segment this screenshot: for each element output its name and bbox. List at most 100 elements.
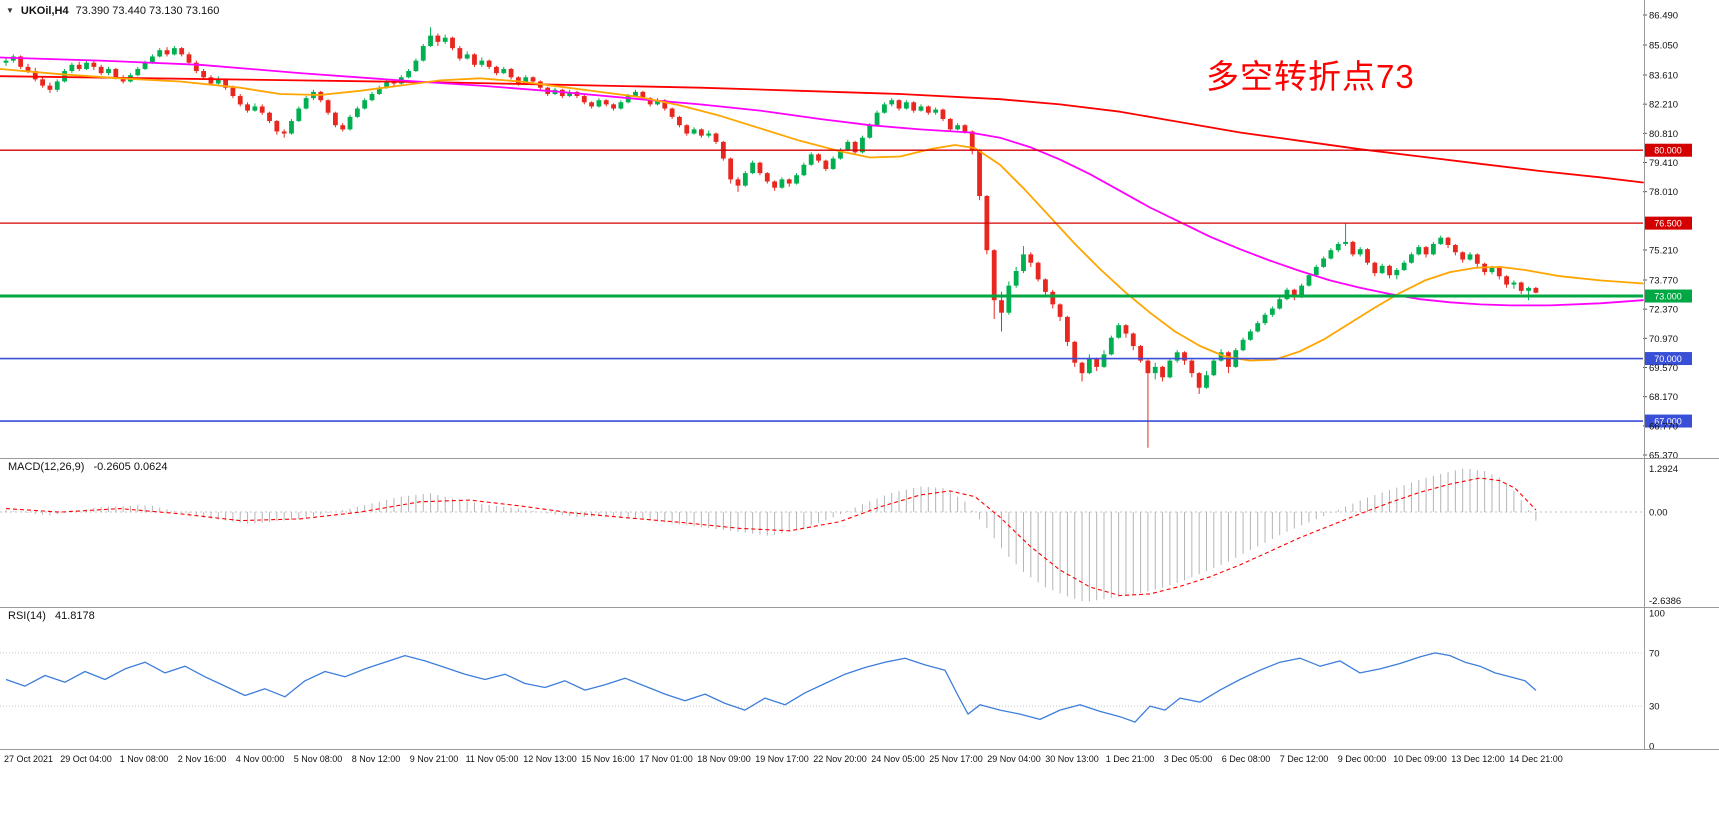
candle-body [501, 68, 507, 74]
time-tick-label: 10 Dec 09:00 [1393, 754, 1447, 764]
candle-body [1394, 270, 1400, 276]
price-tick-label: 86.490 [1649, 11, 1678, 22]
candle-body [1028, 254, 1034, 263]
candle-body [486, 60, 492, 67]
rsi-indicator-label: RSI(14) 41.8178 [8, 610, 101, 622]
candle-body [611, 104, 616, 109]
time-tick-label: 19 Nov 17:00 [755, 754, 809, 764]
candle-body [32, 71, 38, 80]
macd-current-values: -0.2605 0.0624 [93, 461, 168, 473]
candle-body [1416, 247, 1422, 255]
candlesticks-series[interactable] [3, 27, 1539, 448]
candle-body [1013, 271, 1019, 286]
price-tag [1645, 216, 1692, 230]
price-tag [1645, 289, 1692, 303]
macd-panel[interactable]: 1.2924 0.00 -2.6386 [0, 464, 1681, 607]
candle-body [1387, 265, 1392, 276]
candle-body [816, 154, 821, 161]
candle-body [1343, 241, 1348, 244]
panel-borders [0, 0, 1719, 750]
price-tag-label: 73.000 [1654, 292, 1682, 302]
candle-body [516, 77, 521, 84]
candle-body [852, 141, 858, 153]
rsi-scale-label: 70 [1649, 648, 1660, 659]
candle-body [1065, 316, 1070, 342]
candle-body [1284, 289, 1290, 300]
time-tick-label: 15 Nov 16:00 [581, 754, 635, 764]
candle-body [91, 62, 97, 67]
symbol-marker-icon[interactable]: ▼ [6, 5, 14, 15]
time-axis[interactable]: 27 Oct 2021 29 Oct 04:00 1 Nov 08:00 2 Nov … [4, 754, 1563, 764]
time-tick-label: 18 Nov 09:00 [697, 754, 751, 764]
candle-body [1409, 254, 1414, 263]
fast-ma-line [0, 68, 1644, 362]
candle-body [1262, 314, 1268, 324]
candle-body [1313, 266, 1319, 276]
candle-body [1460, 252, 1466, 260]
candle-body [369, 93, 375, 101]
candle-body [1467, 254, 1473, 260]
candle-body [1145, 360, 1151, 374]
candle-body [1445, 237, 1451, 245]
ohlc-values: 73.390 73.440 73.130 73.160 [75, 5, 220, 17]
rsi-current-value: 41.8178 [54, 610, 95, 622]
candle-body [1108, 337, 1114, 355]
candle-body [1255, 323, 1261, 332]
candle-body [596, 100, 602, 107]
candle-body [633, 91, 638, 97]
candle-body [1182, 352, 1187, 361]
candle-body [106, 68, 111, 74]
candle-body [164, 50, 170, 55]
rsi-panel[interactable]: 100 70 30 0 [0, 609, 1665, 753]
candle-body [662, 100, 668, 109]
candle-body [120, 77, 126, 82]
macd-signal-line [5, 477, 1537, 597]
level-lines[interactable]: 80.000 76.500 73.000 70.000 67.000 [0, 143, 1692, 428]
candle-body [1086, 358, 1092, 374]
candle-body [340, 125, 346, 130]
time-tick-label: 9 Dec 00:00 [1338, 754, 1387, 764]
price-tag [1645, 352, 1692, 366]
candle-body [603, 100, 609, 105]
candle-body [750, 162, 756, 174]
time-tick-label: 1 Nov 08:00 [120, 754, 169, 764]
candle-body [1533, 287, 1539, 293]
candle-body [735, 179, 741, 186]
price-tag [1645, 143, 1692, 157]
candle-body [1423, 247, 1429, 255]
candle-body [252, 106, 258, 111]
candle-body [794, 175, 799, 184]
candle-body [581, 96, 587, 103]
price-tag-label: 80.000 [1654, 146, 1682, 156]
candle-body [1306, 275, 1312, 286]
candle-body [1401, 262, 1407, 270]
time-tick-label: 1 Dec 21:00 [1106, 754, 1155, 764]
candle-body [955, 125, 960, 130]
price-tick-label: 65.370 [1649, 451, 1678, 462]
candle-body [867, 125, 873, 138]
candle-body [267, 112, 272, 122]
candle-body [25, 66, 31, 72]
candle-body [911, 102, 917, 111]
candle-body [1211, 360, 1217, 376]
candle-body [706, 133, 712, 136]
candle-body [245, 104, 250, 111]
candle-body [1299, 285, 1305, 298]
candle-body [669, 108, 675, 117]
candle-body [1057, 304, 1063, 317]
candle-body [947, 118, 953, 130]
candle-body [991, 250, 997, 301]
candle-body [918, 106, 924, 111]
candle-body [1196, 373, 1202, 388]
price-axis[interactable]: 86.490 85.050 83.610 82.210 80.810 79.410 78.0… [1643, 11, 1678, 462]
candle-body [1123, 325, 1129, 334]
chart-annotation-text[interactable]: 多空转折点73 [1206, 58, 1415, 95]
candle-body [655, 100, 660, 105]
candle-body [98, 66, 104, 74]
candle-body [40, 79, 45, 86]
candle-body [171, 48, 177, 55]
price-tick-label: 68.170 [1649, 392, 1678, 403]
candle-body [764, 173, 770, 182]
